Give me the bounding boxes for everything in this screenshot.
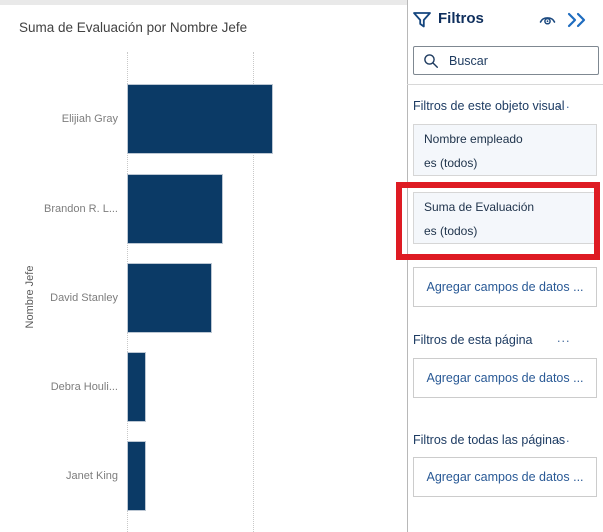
bar-david-stanley[interactable] xyxy=(127,263,212,333)
filter-condition: es (todos) xyxy=(424,224,478,238)
eye-icon[interactable] xyxy=(538,12,557,33)
more-options-icon[interactable]: ... xyxy=(557,431,571,445)
bar-brandon-r-l[interactable] xyxy=(127,174,223,244)
more-options-icon[interactable]: ... xyxy=(557,331,571,345)
filter-field-name: Nombre empleado xyxy=(424,132,523,146)
add-data-fields-dropzone-page[interactable]: Agregar campos de datos ... xyxy=(413,358,597,398)
search-input[interactable] xyxy=(447,52,598,69)
filters-pane-title: Filtros xyxy=(438,10,484,27)
filter-condition: es (todos) xyxy=(424,156,478,170)
add-data-fields-label: Agregar campos de datos ... xyxy=(426,280,584,294)
category-label: Elijiah Gray xyxy=(61,113,118,125)
category-label: Janet King xyxy=(66,470,118,482)
add-data-fields-dropzone-all-pages[interactable]: Agregar campos de datos ... xyxy=(413,457,597,497)
bar-janet-king[interactable] xyxy=(127,441,146,511)
category-label: Brandon R. L... xyxy=(44,203,118,215)
bar-debra-houli[interactable] xyxy=(127,352,146,422)
pane-divider xyxy=(407,0,408,532)
add-data-fields-label: Agregar campos de datos ... xyxy=(426,371,584,385)
filter-funnel-icon xyxy=(412,10,433,35)
section-label-visual-filters: Filtros de este objeto visual xyxy=(413,99,565,113)
add-data-fields-label: Agregar campos de datos ... xyxy=(426,470,584,484)
chart-title: Suma de Evaluación por Nombre Jefe xyxy=(19,20,248,35)
search-icon xyxy=(424,53,439,68)
bar-elijiah-gray[interactable] xyxy=(127,84,273,154)
section-label-page-filters: Filtros de esta página xyxy=(413,333,533,347)
gridline xyxy=(253,52,254,532)
more-options-icon[interactable]: ... xyxy=(557,97,571,111)
category-label: Debra Houli... xyxy=(50,381,118,393)
section-label-all-pages-filters: Filtros de todas las páginas xyxy=(413,433,566,447)
double-chevron-right-icon[interactable] xyxy=(565,11,589,34)
filter-search-box xyxy=(413,46,599,75)
section-divider xyxy=(407,84,603,85)
filter-card-nombre-empleado[interactable]: Nombre empleado es (todos) xyxy=(413,124,597,176)
add-data-fields-dropzone-visual[interactable]: Agregar campos de datos ... xyxy=(413,267,597,307)
filter-field-name: Suma de Evaluación xyxy=(424,200,535,214)
category-label: David Stanley xyxy=(50,292,118,304)
canvas-top-edge xyxy=(0,0,407,5)
filter-card-suma-de-evaluacion[interactable]: Suma de Evaluación es (todos) xyxy=(413,192,597,244)
